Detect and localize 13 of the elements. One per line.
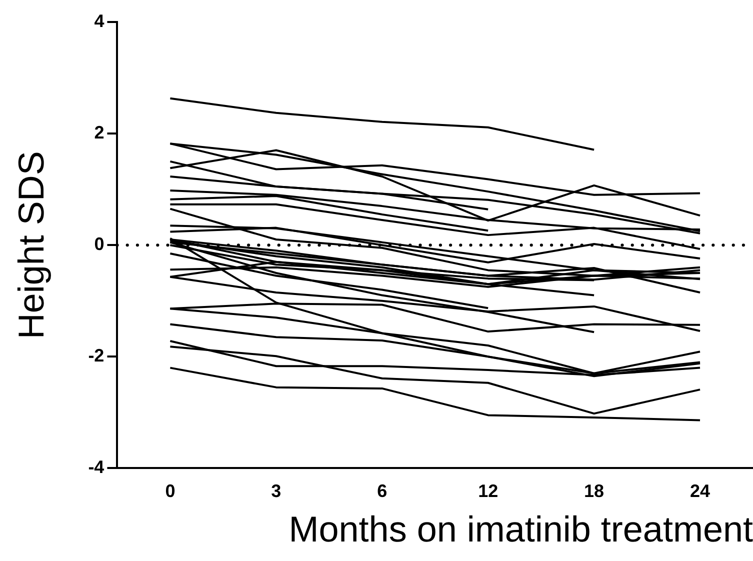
x-tick-label: 18	[584, 480, 604, 501]
x-axis-title: Months on imatinib treatment	[288, 508, 753, 550]
y-tick-label: -2	[88, 346, 104, 366]
x-tick-label: 12	[478, 480, 498, 501]
y-axis-title: Height SDS	[10, 151, 52, 340]
x-tick-label: 0	[165, 480, 176, 501]
x-tick-label: 24	[690, 480, 710, 501]
y-tick-label: 2	[94, 122, 104, 143]
x-tick-label: 6	[377, 480, 388, 501]
y-tick-label: 0	[94, 234, 104, 254]
x-tick-label: 3	[271, 480, 282, 501]
y-tick-label: 4	[94, 10, 104, 31]
y-tick-label: -4	[88, 457, 104, 478]
